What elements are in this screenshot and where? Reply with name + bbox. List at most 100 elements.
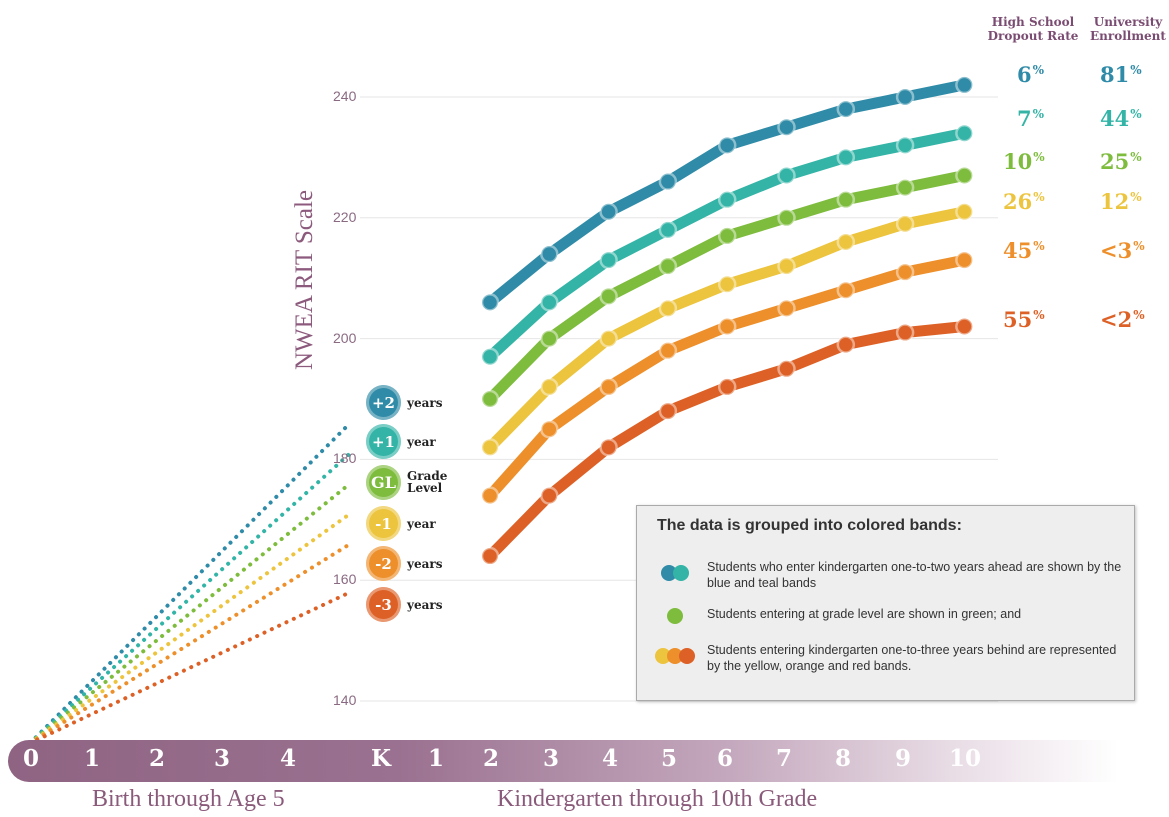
data-point <box>480 347 500 366</box>
data-point <box>777 359 796 379</box>
early-dotted-line <box>28 481 352 746</box>
entry-level-badge: +1 <box>366 424 401 459</box>
entry-level-badge: -2 <box>366 546 401 581</box>
entry-level-badge: +2 <box>366 385 401 420</box>
dropout-rate-value: 55% <box>1003 307 1045 332</box>
timeline-label: 8 <box>834 745 852 772</box>
legend-text: Students entering at grade level are sho… <box>707 607 1022 621</box>
data-point <box>717 190 737 209</box>
data-point <box>480 293 500 312</box>
data-point <box>540 377 559 397</box>
timeline-label: 5 <box>660 745 678 772</box>
data-point <box>658 220 678 240</box>
data-point <box>895 136 915 155</box>
data-point <box>895 87 915 107</box>
badge-label: years <box>407 598 443 612</box>
early-dotted-line <box>28 511 352 746</box>
early-dotted-line <box>28 421 352 746</box>
data-point <box>480 546 500 566</box>
badge-label: year <box>407 435 436 449</box>
data-point <box>540 293 559 312</box>
dropout-rate-value: 26% <box>1003 189 1045 214</box>
legend-box: The data is grouped into colored bands: … <box>636 505 1135 701</box>
data-point <box>599 202 618 222</box>
dropout-rate-header: High School Dropout Rate <box>987 15 1079 43</box>
timeline-label: 7 <box>775 745 793 772</box>
y-axis-label: NWEA RIT Scale <box>291 189 318 371</box>
y-tick-label: 140 <box>333 692 357 708</box>
y-tick-label: 180 <box>333 450 357 467</box>
data-point <box>658 172 678 191</box>
data-point <box>717 274 737 294</box>
series-lines <box>480 75 974 566</box>
data-point <box>836 232 856 252</box>
data-point <box>658 401 678 421</box>
data-point <box>955 250 974 270</box>
gridlines <box>360 96 998 702</box>
data-point <box>717 317 737 336</box>
legend-dot <box>673 565 689 581</box>
data-point <box>480 389 500 409</box>
data-point <box>955 202 974 222</box>
data-point <box>836 190 856 209</box>
data-point <box>777 166 796 185</box>
data-point <box>658 299 678 318</box>
enrollment-value: 81% <box>1100 62 1142 87</box>
timeline-label: 2 <box>148 745 166 772</box>
badge-label: years <box>407 396 443 410</box>
data-point <box>895 214 915 234</box>
data-point <box>540 329 559 348</box>
data-point <box>599 377 618 397</box>
data-point <box>599 250 618 270</box>
enrollment-value: 44% <box>1100 106 1142 131</box>
data-point <box>540 486 559 505</box>
legend-text: Students who enter kindergarten one-to-t… <box>707 560 1122 590</box>
early-dotted-line <box>28 541 352 746</box>
data-point <box>777 208 796 228</box>
data-point <box>777 117 796 137</box>
dropout-rate-value: 7% <box>1017 106 1045 131</box>
data-point <box>955 166 974 185</box>
timeline-label: 1 <box>427 745 445 772</box>
entry-level-badge: -3 <box>366 587 401 622</box>
data-point <box>717 136 737 155</box>
timeline-label: 4 <box>279 745 297 772</box>
y-tick-label: 160 <box>333 571 357 588</box>
enrollment-value: <2% <box>1100 307 1145 332</box>
badge-label: year <box>407 517 436 531</box>
early-childhood-dotted-lines <box>28 421 352 746</box>
dropout-rate-value: 6% <box>1017 62 1045 87</box>
y-tick-label: 240 <box>333 88 357 104</box>
data-point <box>955 75 974 95</box>
data-point <box>836 148 856 167</box>
enrollment-value: 12% <box>1100 189 1142 214</box>
dropout-rate-value: 10% <box>1003 149 1045 174</box>
data-point <box>895 323 915 342</box>
data-point <box>480 486 500 505</box>
legend-dot <box>679 648 695 664</box>
caption-k-grade10: Kindergarten through 10th Grade <box>497 786 818 812</box>
data-point <box>540 419 559 439</box>
entry-level-badge: GL <box>366 465 401 500</box>
caption-birth-age5: Birth through Age 5 <box>92 786 285 812</box>
data-point <box>895 262 915 282</box>
data-point <box>599 438 618 457</box>
timeline-label: 3 <box>542 745 560 772</box>
age-grade-timeline <box>8 740 1118 782</box>
data-point <box>717 226 737 246</box>
data-point <box>658 341 678 360</box>
data-point <box>836 281 856 300</box>
data-point <box>895 178 915 197</box>
timeline-label: 10 <box>948 745 982 772</box>
legend-dot <box>667 608 683 624</box>
timeline-label: 3 <box>213 745 231 772</box>
entry-level-badge: -1 <box>366 506 401 541</box>
enrollment-value: <3% <box>1100 238 1145 263</box>
y-tick-label: 220 <box>333 208 357 225</box>
legend-text: Students entering kindergarten one-to-th… <box>707 643 1117 673</box>
badge-label: Grade Level <box>407 469 448 495</box>
data-point <box>836 335 856 354</box>
data-point <box>955 317 974 336</box>
dropout-rate-value: 45% <box>1003 238 1045 263</box>
